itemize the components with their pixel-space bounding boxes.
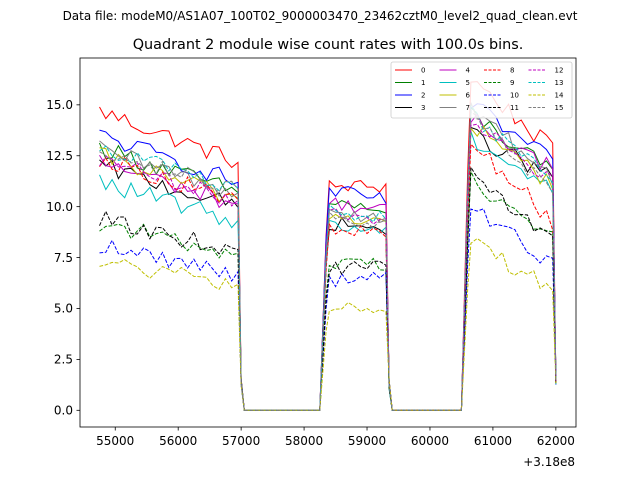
series-line-7 <box>99 102 557 411</box>
y-tick-label: 12.5 <box>46 149 73 163</box>
x-tick-label: 61000 <box>474 434 512 448</box>
legend-label-6: 6 <box>466 92 471 100</box>
figure-suptitle: Data file: modeM0/AS1A07_100T02_90000034… <box>63 9 578 23</box>
y-tick-label: 7.5 <box>54 251 73 265</box>
series-layer <box>99 81 557 411</box>
x-tick-label: 58000 <box>285 434 323 448</box>
legend-label-4: 4 <box>466 67 471 75</box>
legend-label-0: 0 <box>421 67 425 75</box>
legend-label-3: 3 <box>421 104 425 112</box>
series-line-12 <box>99 123 557 411</box>
y-tick-label: 2.5 <box>54 353 73 367</box>
legend-label-10: 10 <box>510 92 519 100</box>
y-tick-label: 5.0 <box>54 302 73 316</box>
legend-label-15: 15 <box>555 104 564 112</box>
x-tick-label: 62000 <box>537 434 575 448</box>
x-tick-label: 57000 <box>222 434 260 448</box>
chart-title: Quadrant 2 module wise count rates with … <box>133 37 524 53</box>
x-tick-label: 55000 <box>96 434 134 448</box>
legend-label-11: 11 <box>510 104 519 112</box>
series-line-13 <box>99 104 557 411</box>
y-tick-label: 10.0 <box>46 200 73 214</box>
series-line-15 <box>99 110 557 411</box>
series-line-14 <box>99 237 557 411</box>
x-offset-label: +3.18e8 <box>523 455 575 469</box>
plot-frame <box>79 57 577 428</box>
legend-label-5: 5 <box>466 79 470 87</box>
legend-label-14: 14 <box>555 92 564 100</box>
axes-layer: 55000 56000 57000 58000 59000 60000 61000 62000… <box>46 57 577 448</box>
series-line-2 <box>99 103 557 411</box>
y-tick-label: 15.0 <box>46 98 73 112</box>
legend-box <box>390 61 573 119</box>
series-line-4 <box>99 113 557 411</box>
legend-label-7: 7 <box>466 104 470 112</box>
x-tick-label: 56000 <box>159 434 197 448</box>
legend-label-2: 2 <box>421 92 425 100</box>
legend-label-9: 9 <box>510 79 514 87</box>
x-tick-label: 59000 <box>348 434 386 448</box>
legend-label-8: 8 <box>510 67 514 75</box>
series-line-11 <box>99 165 557 411</box>
series-line-9 <box>99 171 557 411</box>
series-line-1 <box>99 106 557 411</box>
legend-label-1: 1 <box>421 79 425 87</box>
series-line-8 <box>99 143 557 411</box>
x-tick-label: 60000 <box>411 434 449 448</box>
legend-label-12: 12 <box>555 67 564 75</box>
legend-label-13: 13 <box>555 79 564 87</box>
y-tick-label: 0.0 <box>54 404 73 418</box>
